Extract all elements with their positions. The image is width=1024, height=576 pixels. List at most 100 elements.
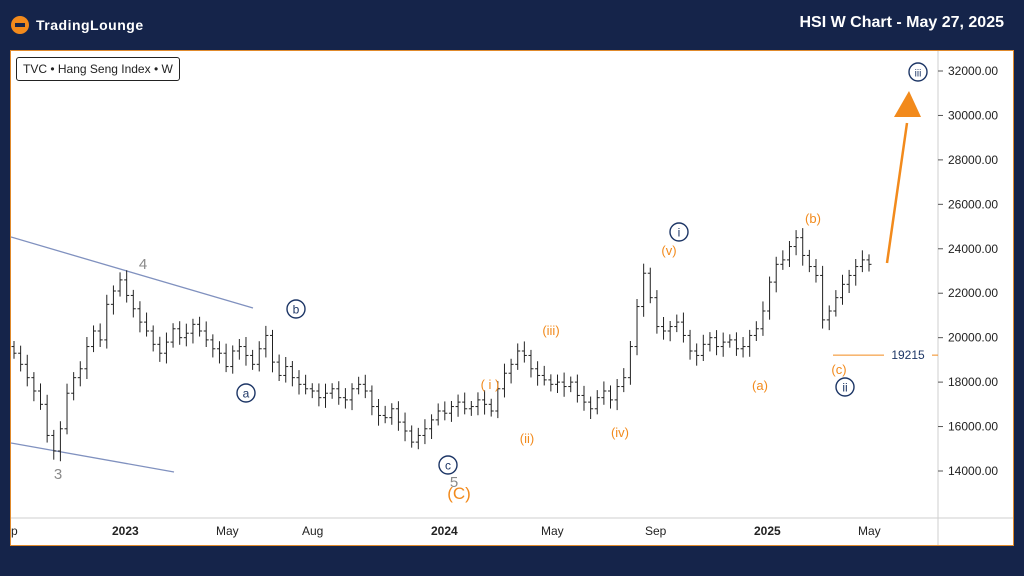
price-bar — [508, 358, 514, 384]
price-bar — [276, 354, 282, 381]
y-tick-label: 14000.00 — [948, 464, 998, 478]
wave-label: ii — [835, 377, 855, 397]
price-bar — [117, 272, 123, 297]
price-bar — [170, 323, 176, 348]
price-bar — [84, 337, 90, 379]
price-bar — [77, 361, 83, 387]
y-tick-label: 26000.00 — [948, 197, 998, 211]
price-bar — [667, 321, 673, 342]
price-bar — [57, 421, 63, 462]
price-bar — [475, 392, 481, 416]
price-bar — [144, 312, 150, 337]
price-bar — [422, 419, 428, 445]
price-bar — [210, 334, 216, 358]
price-bar — [859, 250, 865, 273]
wave-label: 3 — [54, 466, 62, 483]
price-bar — [110, 285, 116, 315]
wave-label: (v) — [661, 243, 676, 258]
price-bar — [541, 365, 547, 386]
price-bar — [488, 398, 494, 417]
price-bar — [51, 429, 57, 460]
price-bar — [800, 228, 806, 266]
y-tick-label: 28000.00 — [948, 153, 998, 167]
price-bar — [289, 361, 295, 387]
price-bar — [283, 357, 289, 383]
price-bar — [674, 314, 680, 333]
price-bar — [654, 290, 660, 334]
price-bar — [747, 329, 753, 357]
price-bar — [694, 343, 700, 366]
price-bar — [137, 301, 143, 333]
x-tick-label: 2025 — [754, 524, 781, 538]
price-bar — [44, 394, 50, 443]
channel-upper-line — [10, 236, 254, 309]
price-bar — [71, 372, 77, 401]
price-bar — [104, 294, 110, 349]
price-bar — [773, 256, 779, 293]
svg-text:a: a — [243, 387, 250, 401]
price-bar — [230, 345, 236, 374]
brand-logo-icon — [11, 16, 29, 34]
price-bar — [442, 401, 448, 421]
price-bar — [269, 329, 275, 373]
wave-label: i — [669, 222, 689, 242]
price-bar — [316, 383, 322, 407]
price-bar — [608, 385, 614, 409]
price-bar — [163, 332, 169, 364]
price-bar — [91, 325, 97, 353]
price-bar — [846, 269, 852, 293]
y-tick-label: 32000.00 — [948, 64, 998, 78]
price-bar — [336, 381, 342, 405]
price-bar — [528, 349, 534, 378]
price-bar — [243, 337, 249, 366]
price-bar — [216, 341, 222, 364]
wave-label: (c) — [831, 362, 846, 377]
price-bar — [203, 321, 209, 347]
price-bar — [448, 401, 454, 422]
price-bar — [647, 267, 653, 304]
svg-text:ii: ii — [842, 381, 847, 395]
price-bar — [515, 343, 521, 370]
price-bar — [296, 370, 302, 395]
price-bar — [376, 399, 382, 426]
wave-label: (iv) — [611, 425, 629, 440]
price-bar — [369, 385, 375, 416]
wave-label: (a) — [752, 378, 768, 393]
price-bar — [256, 341, 262, 372]
price-bar — [826, 305, 832, 331]
chart-canvas: 32000.00 30000.00 28000.00 26000.00 24000.00… — [10, 51, 1013, 545]
price-bar — [568, 376, 574, 393]
price-bar — [594, 390, 600, 415]
x-tick-label: May — [541, 524, 564, 538]
price-bar — [223, 343, 229, 373]
price-bar — [468, 401, 474, 416]
price-bar — [482, 390, 488, 415]
y-tick-label: 16000.00 — [948, 420, 998, 434]
x-tick-label: May — [858, 524, 881, 538]
price-bar — [740, 337, 746, 358]
price-bar — [535, 361, 541, 386]
price-bar — [349, 383, 355, 411]
wave-label: iii — [908, 62, 928, 82]
price-bar — [356, 376, 362, 395]
price-bar — [601, 381, 607, 405]
wave-label: 5 — [450, 474, 458, 491]
price-bar — [177, 321, 183, 345]
price-bar — [813, 259, 819, 283]
wave-label: (C) — [447, 484, 471, 503]
svg-text:c: c — [445, 459, 451, 473]
price-bar — [839, 274, 845, 305]
price-bar — [402, 412, 408, 442]
price-bar — [150, 325, 156, 352]
symbol-label[interactable]: TVC • Hang Seng Index • W — [16, 57, 180, 81]
y-tick-label: 18000.00 — [948, 375, 998, 389]
price-bar — [853, 259, 859, 286]
price-bar — [342, 388, 348, 409]
price-bar — [753, 321, 759, 341]
price-bar — [501, 363, 507, 398]
price-bar — [323, 383, 329, 408]
price-bar — [661, 317, 667, 340]
price-bar — [24, 354, 30, 387]
price-bar — [389, 403, 395, 425]
brand-logo: TradingLounge — [10, 12, 144, 38]
